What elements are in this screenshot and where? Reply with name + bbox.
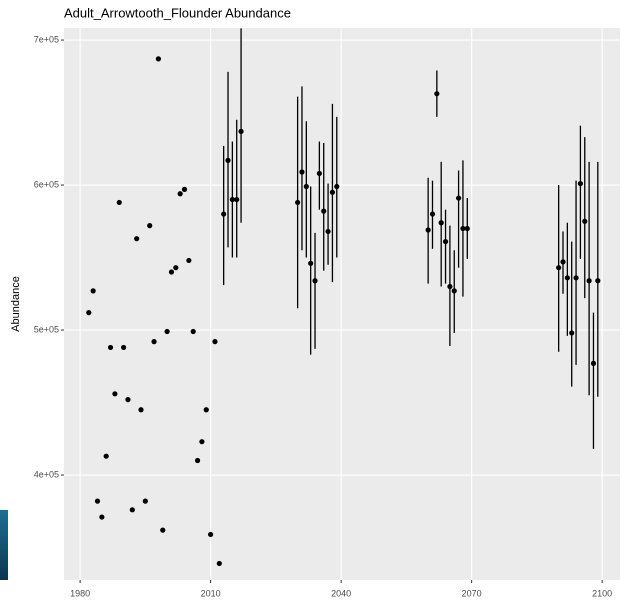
point: [164, 328, 170, 335]
chart-title: Adult_Arrowtooth_Flounder Abundance: [64, 5, 291, 20]
point: [99, 514, 105, 520]
point: [94, 498, 101, 504]
point: [595, 278, 601, 284]
point: [155, 56, 162, 62]
point: [194, 457, 201, 464]
point: [325, 228, 331, 235]
point: [238, 128, 244, 134]
point: [329, 189, 336, 195]
point: [434, 91, 440, 97]
point: [234, 196, 240, 203]
point: [138, 407, 144, 413]
point: [577, 180, 584, 187]
point: [560, 259, 566, 265]
y-tick-label: 6e+05: [34, 179, 59, 189]
point: [308, 260, 314, 266]
point: [582, 218, 588, 224]
point: [181, 186, 188, 192]
point: [212, 339, 218, 345]
point: [295, 199, 301, 206]
point: [160, 527, 166, 533]
point: [556, 265, 562, 271]
point: [142, 498, 148, 504]
x-tick-label: 2010: [201, 588, 221, 598]
point: [125, 397, 131, 403]
point: [107, 344, 114, 351]
point: [199, 439, 205, 445]
y-tick-label: 7e+05: [34, 34, 59, 44]
point: [460, 225, 466, 232]
point: [86, 310, 92, 316]
point: [129, 507, 135, 513]
point: [429, 211, 436, 217]
x-tick-label: 2070: [462, 588, 482, 598]
point: [321, 208, 327, 214]
plot-panel: [64, 28, 620, 580]
point: [312, 278, 318, 284]
point: [455, 195, 462, 201]
point: [186, 257, 192, 264]
point: [334, 183, 340, 190]
point: [569, 330, 575, 336]
point: [147, 223, 153, 229]
x-tick-label: 1980: [70, 588, 90, 598]
point: [316, 170, 322, 177]
point: [168, 269, 175, 275]
y-tick-label: 4e+05: [34, 469, 59, 479]
x-tick-label: 2040: [331, 588, 351, 598]
point: [303, 183, 309, 190]
point: [112, 391, 118, 397]
point: [216, 560, 222, 567]
point: [177, 191, 183, 197]
point: [573, 275, 579, 281]
point: [121, 344, 127, 351]
y-tick-label: 5e+05: [34, 324, 59, 334]
point: [134, 236, 140, 242]
point: [229, 196, 235, 203]
point: [103, 453, 109, 459]
point: [451, 288, 457, 294]
point: [90, 288, 96, 294]
y-axis-label: Abundance: [10, 276, 22, 332]
point: [586, 278, 592, 284]
point: [447, 283, 453, 290]
point: [116, 199, 122, 206]
point: [438, 220, 444, 226]
point: [299, 169, 305, 175]
x-tick-label: 2100: [592, 588, 612, 598]
point: [190, 328, 196, 335]
point: [590, 360, 597, 366]
thumbnail-edge: [0, 510, 8, 580]
point: [173, 265, 179, 271]
point: [151, 339, 157, 345]
point: [564, 275, 570, 281]
point: [442, 238, 449, 245]
point: [225, 157, 231, 163]
point: [208, 531, 214, 538]
point: [203, 407, 209, 413]
point: [464, 225, 470, 232]
point: [221, 211, 227, 217]
point: [425, 227, 431, 233]
